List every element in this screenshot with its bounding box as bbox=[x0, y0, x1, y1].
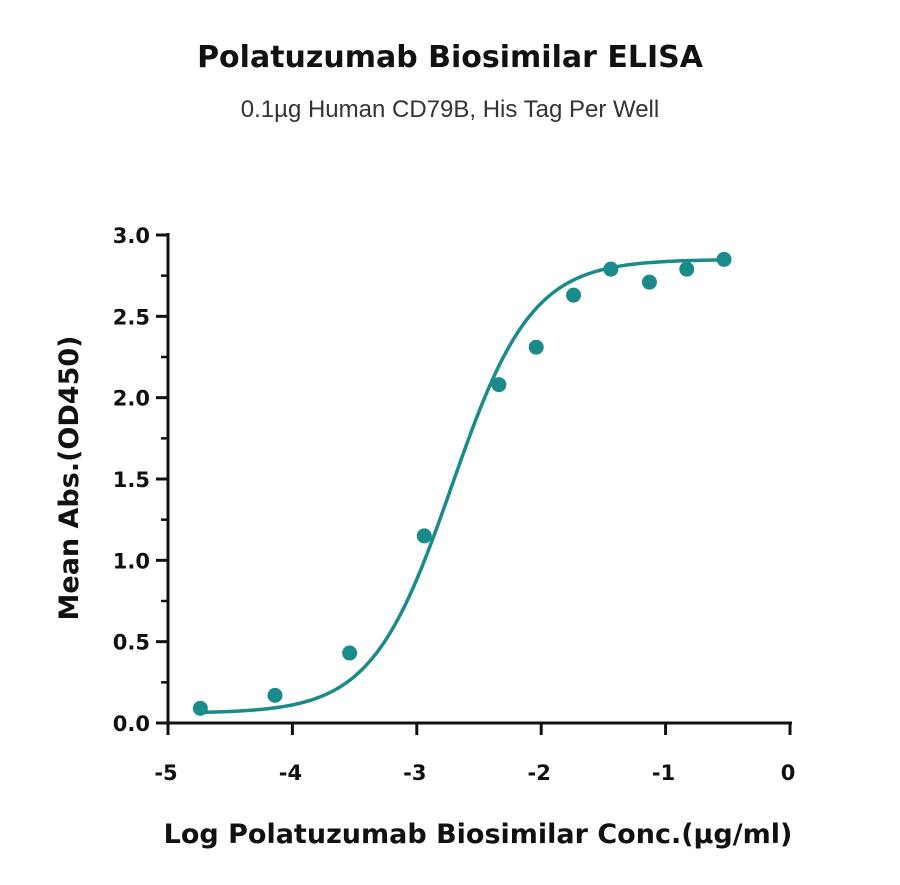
data-point bbox=[416, 528, 432, 544]
x-axis-label: Log Polatuzumab Biosimilar Conc.(µg/ml) bbox=[164, 819, 793, 850]
data-point bbox=[192, 700, 208, 716]
y-tick-label: 2.5 bbox=[113, 305, 150, 329]
data-point bbox=[267, 687, 283, 703]
y-tick-label: 0.5 bbox=[113, 631, 150, 655]
fit-curve bbox=[200, 258, 725, 715]
fit-curve-layer bbox=[200, 258, 725, 715]
y-tick-label: 0.0 bbox=[113, 712, 150, 736]
y-tick-label: 3.0 bbox=[113, 224, 150, 248]
data-point bbox=[641, 274, 657, 290]
data-point bbox=[528, 339, 544, 355]
data-point bbox=[566, 287, 582, 303]
x-tick-label: -3 bbox=[403, 761, 426, 785]
chart-subtitle: 0.1µg Human CD79B, His Tag Per Well bbox=[240, 96, 660, 123]
x-tick-label: -1 bbox=[652, 761, 675, 785]
x-tick-label: 0 bbox=[781, 761, 796, 785]
y-tick-label: 1.0 bbox=[113, 549, 150, 573]
data-point bbox=[679, 261, 695, 277]
x-tick-label: -2 bbox=[528, 761, 551, 785]
y-tick-label: 1.5 bbox=[113, 468, 150, 492]
data-point bbox=[716, 251, 732, 267]
data-point bbox=[603, 261, 619, 277]
data-point bbox=[342, 645, 358, 661]
data-point bbox=[491, 377, 507, 393]
y-axis-label: Mean Abs.(OD450) bbox=[54, 336, 85, 621]
axes: 0.0 0.5 1.0 1.5 2.0 2.5 3.0 -5 -4 -3 -2 -1 0 bbox=[113, 224, 796, 785]
x-tick-label: -5 bbox=[154, 761, 177, 785]
x-tick-label: -4 bbox=[279, 761, 302, 785]
y-tick-label: 2.0 bbox=[113, 387, 150, 411]
chart-title: Polatuzumab Biosimilar ELISA bbox=[197, 40, 703, 75]
data-points-layer bbox=[192, 251, 732, 716]
